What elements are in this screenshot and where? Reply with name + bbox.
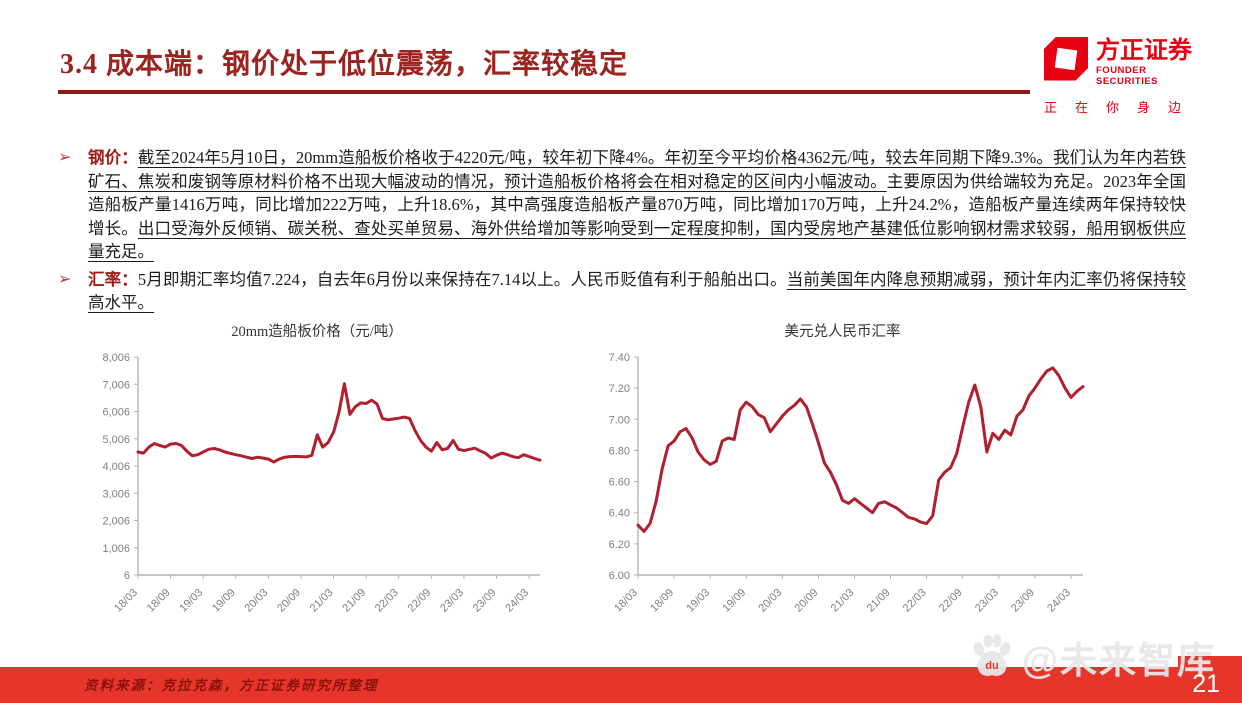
svg-text:2,006: 2,006 xyxy=(102,516,130,528)
svg-text:21/03: 21/03 xyxy=(308,587,336,615)
steel-price-line-chart: 8,006 7,006 6,006 5,006 4,006 3,006 2,006 1,006… xyxy=(102,352,542,615)
svg-text:19/03: 19/03 xyxy=(684,587,712,615)
svg-text:23/09: 23/09 xyxy=(1009,587,1037,615)
svg-text:18/09: 18/09 xyxy=(145,587,173,615)
svg-text:22/09: 22/09 xyxy=(937,587,965,615)
text-segment: 主要原因为供给端较为充足。2023年全国造船板产量1416万吨，同比增加222万… xyxy=(88,171,1186,238)
svg-text:6.00: 6.00 xyxy=(609,570,630,582)
svg-text:21/09: 21/09 xyxy=(865,587,893,615)
title-underline xyxy=(58,90,1030,94)
text-segment: 我们认为年内若铁矿石、焦炭和废钢等原材料价格不出现大幅波动的情况，预计造船板价格… xyxy=(88,148,1187,191)
svg-text:22/03: 22/03 xyxy=(373,587,401,615)
bullet-arrow-icon: ➢ xyxy=(58,270,72,288)
bullet-item-1: ➢ 汇率：5月即期汇率均值7.224，自去年6月份以来保持在7.14以上。人民币贬… xyxy=(58,268,1186,315)
text-segment: 汇率： xyxy=(88,269,138,289)
page-number: 21 xyxy=(1192,670,1220,698)
svg-text:23/03: 23/03 xyxy=(438,587,466,615)
logo-tagline: 正在你身边 xyxy=(1044,100,1200,115)
chart-steel-price: 20mm造船板价格（元/吨） 8,006 7,006 6,006 5,006 4,006… xyxy=(82,320,552,635)
svg-text:8,006: 8,006 xyxy=(102,352,130,364)
logo-name-cn: 方正证券 xyxy=(1096,37,1192,64)
logo-name-en: FOUNDER SECURITIES xyxy=(1096,65,1159,87)
text-segment: 截至2024年5月10日，20mm造船板价格收于4220元/吨，较年初下降4%。… xyxy=(137,148,1054,167)
chart-title-usdcny: 美元兑人民币汇率 xyxy=(784,324,901,340)
company-logo: 方正证券 FOUNDER SECURITIES 正在你身边 xyxy=(1044,30,1204,116)
svg-text:6,006: 6,006 xyxy=(102,407,130,419)
svg-text:6.40: 6.40 xyxy=(609,508,630,520)
svg-text:20/09: 20/09 xyxy=(793,587,821,615)
svg-text:19/03: 19/03 xyxy=(177,587,205,615)
svg-text:4,006: 4,006 xyxy=(102,461,130,473)
chart-row: 20mm造船板价格（元/吨） 8,006 7,006 6,006 5,006 4,006… xyxy=(82,320,1095,635)
text-segment: 当前美国年内降息预期减弱，预计年内汇率仍将保持较高水平。 xyxy=(88,269,1186,313)
svg-text:18/03: 18/03 xyxy=(112,587,140,615)
svg-text:23/03: 23/03 xyxy=(973,587,1001,615)
svg-text:6.80: 6.80 xyxy=(609,445,630,457)
svg-text:1,006: 1,006 xyxy=(102,543,130,555)
svg-text:6: 6 xyxy=(124,570,130,582)
svg-text:21/09: 21/09 xyxy=(340,587,368,615)
footer-bar xyxy=(0,667,1242,703)
svg-text:21/03: 21/03 xyxy=(829,587,857,615)
svg-text:23/09: 23/09 xyxy=(471,587,499,615)
svg-text:24/03: 24/03 xyxy=(1045,587,1073,615)
svg-text:20/09: 20/09 xyxy=(275,587,303,615)
svg-text:6.20: 6.20 xyxy=(609,539,630,551)
svg-text:22/03: 22/03 xyxy=(901,587,929,615)
usdcny-line-chart: 7.40 7.20 7.00 6.80 6.60 6.40 6.20 6.00 18/03 18/… xyxy=(609,352,1085,615)
svg-text:19/09: 19/09 xyxy=(720,587,748,615)
page-title: 3.4 成本端：钢价处于低位震荡，汇率较稳定 xyxy=(60,49,629,80)
svg-text:5,006: 5,006 xyxy=(102,434,130,446)
bullet-item-0: ➢ 钢价：截至2024年5月10日，20mm造船板价格收于4220元/吨，较年初下… xyxy=(58,146,1186,264)
svg-text:7.20: 7.20 xyxy=(609,383,630,395)
svg-text:18/03: 18/03 xyxy=(612,587,640,615)
text-segment: 钢价： xyxy=(88,148,138,167)
bullet-arrow-icon: ➢ xyxy=(58,149,72,166)
footer-corner-block xyxy=(1178,656,1242,703)
svg-text:7.40: 7.40 xyxy=(609,352,630,364)
svg-text:20/03: 20/03 xyxy=(756,587,784,615)
svg-text:22/09: 22/09 xyxy=(406,587,434,615)
bullet-text: 汇率：5月即期汇率均值7.224，自去年6月份以来保持在7.14以上。人民币贬值… xyxy=(88,268,1186,315)
svg-text:20/03: 20/03 xyxy=(243,587,271,615)
svg-text:7.00: 7.00 xyxy=(609,414,630,426)
text-segment: 出口受海外反倾销、碳关税、查处买单贸易、海外供给增加等影响受到一定程度抑制，国内… xyxy=(88,218,1187,262)
text-segment: 5月即期汇率均值7.224，自去年6月份以来保持在7.14以上。人民币贬值有利于… xyxy=(137,269,787,289)
founder-logo-icon xyxy=(1044,36,1088,81)
svg-text:19/09: 19/09 xyxy=(210,587,238,615)
chart-title-steel: 20mm造船板价格（元/吨） xyxy=(231,324,403,340)
svg-text:18/09: 18/09 xyxy=(648,587,676,615)
svg-text:24/03: 24/03 xyxy=(503,587,531,615)
bullet-text: 钢价：截至2024年5月10日，20mm造船板价格收于4220元/吨，较年初下降… xyxy=(88,146,1186,264)
svg-text:3,006: 3,006 xyxy=(102,488,130,500)
svg-text:6.60: 6.60 xyxy=(609,477,630,489)
bullet-list: ➢ 钢价：截至2024年5月10日，20mm造船板价格收于4220元/吨，较年初下… xyxy=(58,146,1186,319)
source-note: 资料来源：克拉克森，方正证券研究所整理 xyxy=(84,678,379,693)
svg-text:7,006: 7,006 xyxy=(102,379,130,391)
chart-usdcny: 美元兑人民币汇率 7.40 7.20 7.00 6.80 6.60 6.40 6.20 6.0… xyxy=(590,320,1095,635)
